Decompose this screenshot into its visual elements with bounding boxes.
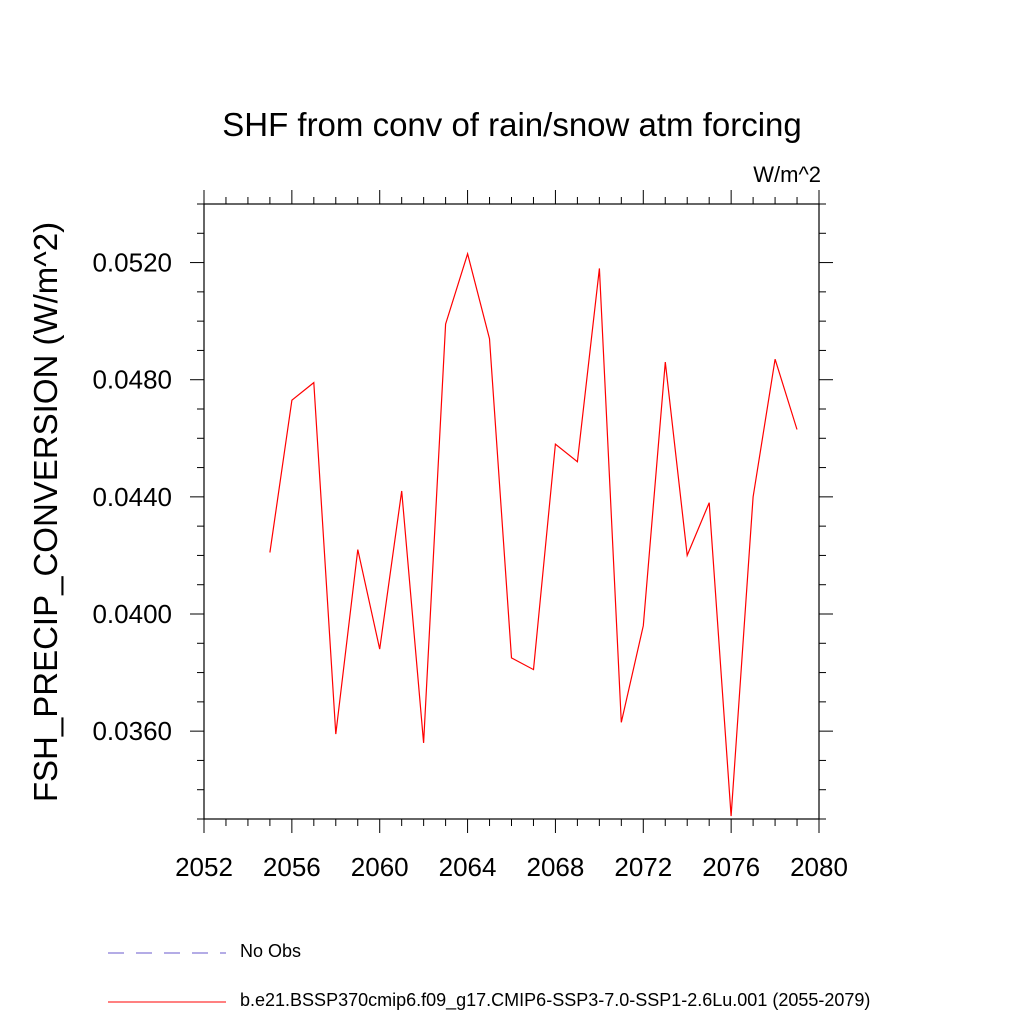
- series-line-1: [269, 251, 798, 817]
- legend-label-no-obs: No Obs: [240, 941, 302, 961]
- y-tick-label: 0.0400: [92, 599, 172, 629]
- plot-frame: [203, 203, 820, 820]
- x-tick-label: 2052: [175, 852, 233, 882]
- x-tick-label: 2080: [790, 852, 848, 882]
- legend: [108, 952, 226, 1003]
- series-layer: [269, 251, 798, 817]
- y-tick-label: 0.0440: [92, 482, 172, 512]
- y-tick-label: 0.0480: [92, 365, 172, 395]
- chart-title: SHF from conv of rain/snow atm forcing: [222, 106, 802, 143]
- axis-ticks: 2052 2056 2060 2064 2068 2072 2076 2080 0.0360 0.…: [92, 190, 848, 882]
- y-tick-label: 0.0520: [92, 248, 172, 278]
- y-tick-label: 0.0360: [92, 716, 172, 746]
- x-tick-label: 2056: [263, 852, 321, 882]
- x-tick-label: 2068: [527, 852, 585, 882]
- y-axis-label: FSH_PRECIP_CONVERSION (W/m^2): [27, 221, 64, 803]
- x-tick-label: 2076: [702, 852, 760, 882]
- legend-label-model-run: b.e21.BSSP370cmip6.f09_g17.CMIP6-SSP3-7.…: [240, 990, 871, 1010]
- x-tick-label: 2060: [351, 852, 409, 882]
- x-tick-label: 2072: [614, 852, 672, 882]
- units-label: W/m^2: [753, 162, 821, 187]
- x-tick-label: 2064: [439, 852, 497, 882]
